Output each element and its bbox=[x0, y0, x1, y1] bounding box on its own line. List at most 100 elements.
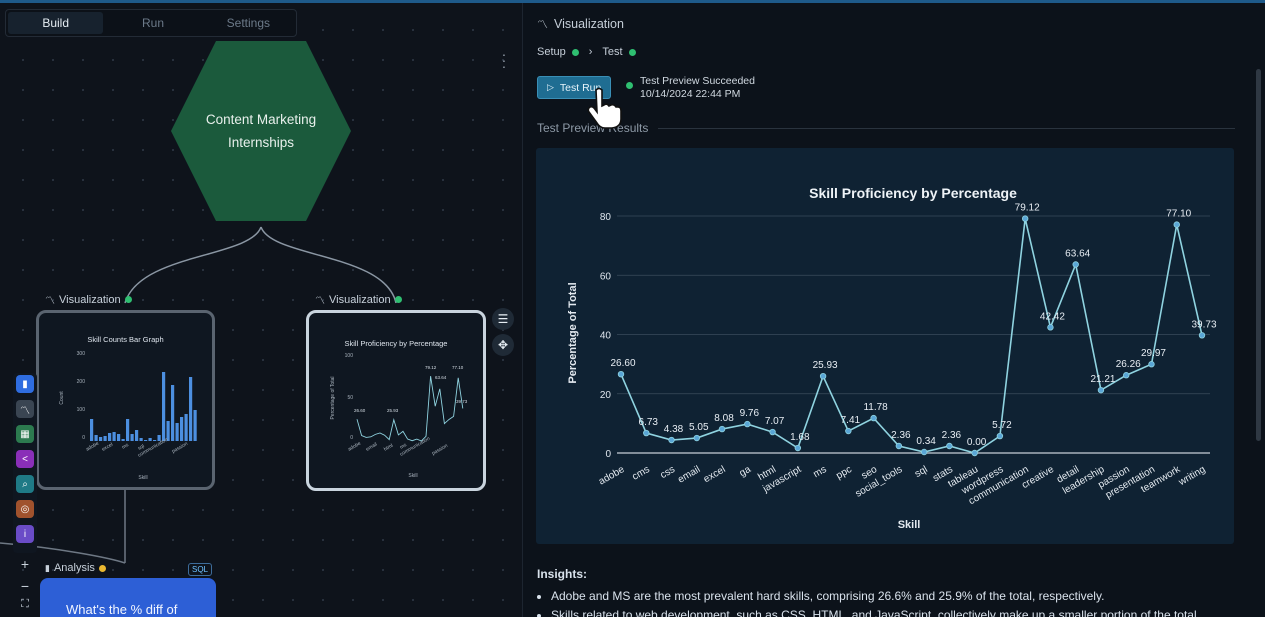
mini-bar bbox=[103, 436, 107, 441]
panel-title: Visualization bbox=[554, 17, 624, 31]
chat-icon[interactable]: ◎ bbox=[16, 500, 34, 518]
mini-xtick: html bbox=[383, 443, 394, 453]
data-point bbox=[617, 370, 625, 378]
mini-ylabel: Percentage of Total bbox=[330, 377, 336, 420]
mini-xlabel: Skill bbox=[138, 475, 147, 481]
status-timestamp: 10/14/2024 22:44 PM bbox=[640, 88, 741, 100]
viz-node-1-header: 〽 Visualization bbox=[45, 292, 132, 307]
panel-scrollbar[interactable] bbox=[1256, 69, 1261, 441]
y-tick-label: 40 bbox=[600, 331, 612, 342]
data-label: 7.07 bbox=[765, 416, 785, 427]
y-tick-label: 20 bbox=[600, 390, 612, 401]
section-title: Test Preview Results bbox=[537, 121, 649, 135]
mini-ylabel: Count bbox=[59, 391, 65, 405]
chart-container: Skill Proficiency by Percentage Percenta… bbox=[536, 148, 1234, 544]
sql-badge: SQL bbox=[188, 563, 213, 576]
mini-tick: 100 bbox=[345, 353, 354, 359]
viz-node-bar-graph[interactable]: Skill Counts Bar Graph 300 200 100 0 Cou… bbox=[36, 310, 215, 490]
tab-settings[interactable]: Settings bbox=[226, 16, 270, 30]
chart-title: Skill Proficiency by Percentage bbox=[809, 185, 1017, 201]
data-point bbox=[1047, 324, 1054, 331]
mini-value-label: 39.73 bbox=[456, 399, 468, 404]
zoom-out-icon[interactable]: − bbox=[20, 578, 30, 594]
x-tick-label: ppc bbox=[834, 464, 853, 482]
fit-view-icon[interactable]: ⛶ bbox=[21, 598, 29, 610]
line-chart-icon: 〽 bbox=[537, 19, 548, 31]
data-point bbox=[668, 436, 675, 444]
mini-bar bbox=[135, 430, 139, 441]
data-point bbox=[1021, 215, 1029, 222]
viz-node-skill-proficiency[interactable]: Skill Proficiency by Percentage 100 50 0… bbox=[306, 310, 486, 491]
mini-bar-chart: 300 200 100 0 Count adobe excel ms sql c… bbox=[59, 351, 197, 481]
table-icon[interactable]: ▦ bbox=[16, 425, 34, 443]
workflow-canvas[interactable]: Build Run Settings · · · Content Marketing… bbox=[0, 3, 522, 617]
node-menu-icon[interactable]: ☰ bbox=[492, 308, 514, 330]
insight-item: Skills related to web development, such … bbox=[551, 606, 1247, 617]
mini-bar bbox=[157, 435, 161, 441]
test-run-button[interactable]: ▷ Test Run bbox=[537, 76, 611, 99]
breadcrumb-test[interactable]: Test bbox=[602, 46, 623, 58]
data-point bbox=[1072, 261, 1079, 268]
x-tick-label: ga bbox=[738, 464, 754, 479]
line-chart-icon: 〽 bbox=[315, 296, 325, 307]
data-label: 39.73 bbox=[1191, 319, 1216, 330]
mini-tick: 0 bbox=[82, 435, 85, 441]
data-label: 25.93 bbox=[813, 360, 838, 371]
info-icon[interactable]: i bbox=[16, 525, 34, 543]
bar-chart-icon[interactable]: ▮ bbox=[16, 375, 34, 393]
mini-value-label: 25.93 bbox=[387, 408, 399, 413]
data-label: 2.36 bbox=[942, 430, 962, 441]
mini-chart-title: Skill Proficiency by Percentage bbox=[344, 339, 448, 348]
data-label: 42.42 bbox=[1040, 311, 1065, 322]
x-tick-label: writing bbox=[1176, 464, 1207, 488]
mini-bar bbox=[153, 440, 157, 441]
root-node-content-marketing[interactable]: Content Marketing Internships bbox=[171, 41, 351, 221]
zoom-in-icon[interactable]: + bbox=[20, 556, 30, 572]
data-point bbox=[895, 442, 903, 450]
status-dot bbox=[98, 564, 106, 572]
line-chart-icon[interactable]: 〽 bbox=[16, 400, 34, 418]
status-message: Test Preview Succeeded bbox=[640, 75, 755, 87]
mini-xtick: sql bbox=[137, 443, 146, 451]
mini-bar bbox=[139, 438, 143, 441]
breadcrumb-setup[interactable]: Setup bbox=[537, 46, 566, 58]
chevron-right-icon: › bbox=[588, 46, 593, 58]
data-label: 7.41 bbox=[841, 415, 861, 426]
mini-bar bbox=[189, 377, 193, 441]
tab-run[interactable]: Run bbox=[141, 16, 164, 30]
data-point bbox=[643, 429, 650, 437]
x-tick-label: css bbox=[659, 464, 677, 481]
data-point bbox=[1173, 221, 1180, 228]
x-tick-label: email bbox=[676, 464, 702, 485]
data-point bbox=[1198, 332, 1206, 339]
data-label: 63.64 bbox=[1065, 248, 1090, 259]
analysis-icon: ▮ bbox=[45, 562, 50, 573]
panel-header: 〽 Visualization bbox=[537, 16, 624, 32]
canvas-menu-icon[interactable]: · · · bbox=[501, 46, 507, 74]
mini-bar bbox=[166, 421, 170, 441]
mini-xtick: ms bbox=[399, 442, 408, 451]
data-point bbox=[845, 427, 852, 435]
tab-build[interactable]: Build bbox=[8, 12, 104, 34]
mini-bar bbox=[171, 385, 175, 441]
mini-tick: 300 bbox=[77, 351, 86, 357]
mini-tick: 100 bbox=[77, 407, 86, 413]
data-label: 21.21 bbox=[1090, 374, 1115, 385]
insight-item: Adobe and MS are the most prevalent hard… bbox=[551, 587, 1247, 606]
share-icon[interactable]: < bbox=[16, 450, 34, 468]
y-tick-label: 0 bbox=[605, 449, 611, 460]
data-label: 79.12 bbox=[1015, 203, 1040, 214]
mini-value-label: 79.12 bbox=[425, 365, 437, 370]
search-icon[interactable]: ⌕ bbox=[16, 475, 34, 493]
results-section-header: Test Preview Results bbox=[537, 121, 1235, 135]
mini-xtick: email bbox=[365, 442, 378, 453]
data-label: 5.72 bbox=[992, 420, 1012, 431]
data-label: 1.68 bbox=[790, 432, 810, 443]
root-node-label: Content Marketing Internships bbox=[205, 112, 317, 150]
data-label: 11.78 bbox=[863, 402, 888, 413]
analysis-question: What's the % diff of bbox=[66, 602, 178, 617]
analysis-node-card[interactable]: What's the % diff of bbox=[40, 578, 216, 617]
mini-bar bbox=[90, 419, 94, 441]
mini-bar bbox=[175, 423, 179, 441]
move-icon[interactable]: ✥ bbox=[492, 334, 514, 356]
